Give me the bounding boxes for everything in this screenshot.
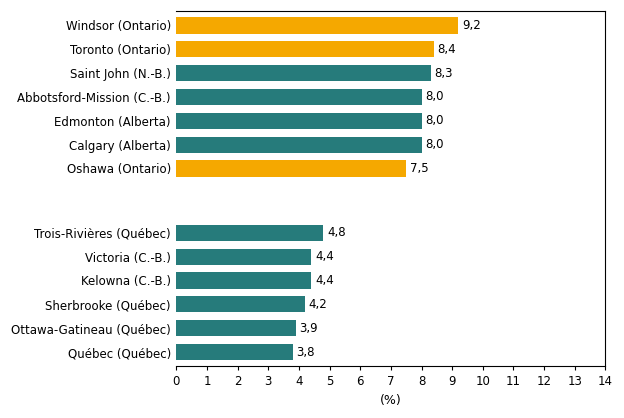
Bar — [177, 41, 434, 57]
Text: 8,3: 8,3 — [434, 66, 453, 79]
Bar — [177, 273, 311, 288]
Text: 7,5: 7,5 — [410, 162, 429, 175]
Text: 4,8: 4,8 — [327, 226, 346, 240]
Text: 4,4: 4,4 — [315, 274, 334, 287]
Text: 8,0: 8,0 — [425, 90, 444, 103]
Text: 3,8: 3,8 — [296, 346, 315, 359]
Text: 4,2: 4,2 — [309, 298, 328, 311]
Text: 4,4: 4,4 — [315, 250, 334, 263]
Bar — [177, 161, 406, 176]
Bar — [177, 113, 422, 129]
Bar — [177, 296, 305, 312]
Bar — [177, 249, 311, 265]
Text: 9,2: 9,2 — [462, 19, 480, 32]
Bar — [177, 89, 422, 105]
Bar — [177, 225, 323, 241]
Text: 8,4: 8,4 — [437, 43, 456, 56]
Bar — [177, 17, 458, 33]
Text: 8,0: 8,0 — [425, 138, 444, 151]
X-axis label: (%): (%) — [380, 394, 402, 407]
Text: 8,0: 8,0 — [425, 114, 444, 127]
Bar — [177, 65, 431, 81]
Text: 3,9: 3,9 — [300, 322, 318, 335]
Bar — [177, 320, 296, 336]
Bar — [177, 137, 422, 153]
Bar — [177, 344, 293, 360]
